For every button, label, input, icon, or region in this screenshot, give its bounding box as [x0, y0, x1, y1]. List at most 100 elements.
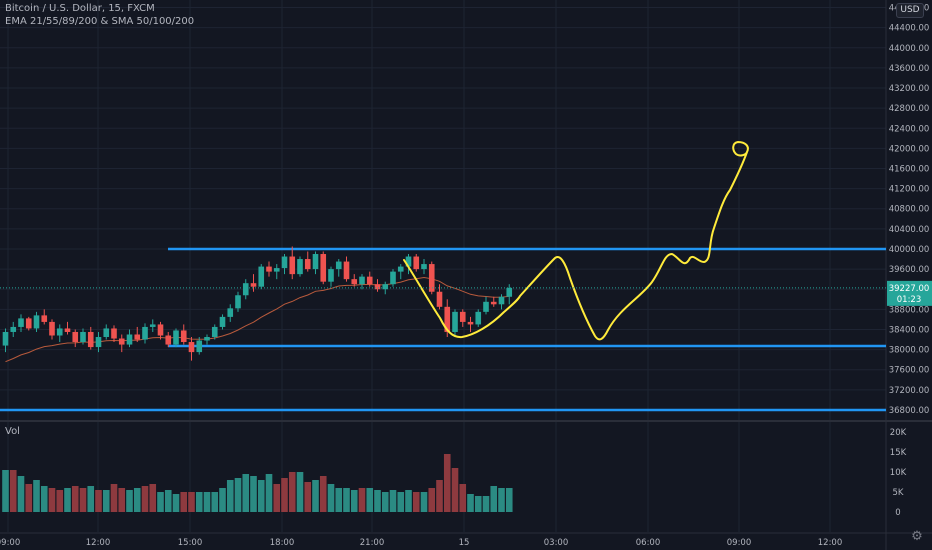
candle-body: [250, 283, 257, 287]
price-tick-label: 38400.00: [889, 325, 930, 335]
volume-bar: [219, 488, 226, 512]
candle-body: [374, 284, 381, 290]
time-tick-label: 09:00: [0, 538, 20, 548]
candle-body: [335, 261, 342, 270]
volume-bar: [149, 484, 157, 512]
candle-body: [80, 331, 86, 343]
time-tick-label: 09:00: [727, 538, 752, 548]
time-tick-label: 21:00: [360, 538, 385, 548]
volume-bar: [164, 490, 172, 512]
volume-bar: [319, 476, 327, 512]
volume-bar: [48, 488, 56, 512]
candle-body: [452, 311, 458, 332]
candle-body: [103, 328, 110, 338]
candle-body: [64, 328, 71, 332]
candle-body: [297, 259, 303, 275]
price-tick-label: 36800.00: [889, 406, 930, 416]
time-tick-label: 18:00: [270, 538, 295, 548]
candle-body: [25, 318, 32, 329]
price-tick-label: 43200.00: [889, 84, 930, 94]
time-tick-label: 15: [459, 538, 470, 548]
volume-bar: [203, 492, 211, 512]
candle-body: [2, 331, 9, 346]
candle-body: [428, 264, 435, 292]
volume-bar: [118, 488, 126, 512]
time-axis[interactable]: 09:00 12:00 15:00 18:00 21:00 15 03:00 06:00 09:…: [0, 538, 842, 548]
currency-button[interactable]: USD: [896, 3, 924, 18]
volume-bar: [405, 490, 412, 512]
price-tick-label: 38800.00: [889, 305, 930, 315]
price-tick-label: 44400.00: [889, 24, 930, 34]
candle-body: [157, 324, 164, 336]
candle-body: [475, 311, 482, 325]
candle-body: [41, 315, 48, 322]
volume-bar: [242, 474, 250, 512]
volume-bar: [188, 492, 195, 512]
volume-bar: [195, 492, 203, 512]
volume-bar: [9, 470, 17, 512]
candle-body: [111, 328, 117, 339]
volume-bar: [87, 486, 95, 512]
volume-bar: [436, 480, 443, 512]
volume-bar: [428, 488, 436, 512]
volume-bar: [412, 492, 420, 512]
volume-bar: [420, 492, 428, 512]
candle-body: [436, 291, 443, 307]
candle-body: [498, 296, 505, 305]
candle-body: [204, 337, 210, 341]
volume-bar: [64, 488, 71, 512]
volume-bar: [459, 484, 467, 512]
price-tick-label: 37200.00: [889, 386, 930, 396]
gear-icon[interactable]: ⚙: [911, 529, 923, 544]
price-tick-label: 37600.00: [889, 366, 930, 376]
horizontal-levels[interactable]: [0, 247, 886, 412]
volume-bar: [273, 484, 281, 512]
volume-bar: [2, 470, 9, 512]
volume-label[interactable]: Vol: [5, 426, 20, 437]
volume-bar: [102, 490, 110, 512]
volume-bar: [234, 478, 242, 512]
candle-body: [165, 335, 172, 345]
candle-body: [219, 316, 226, 327]
freehand-drawing[interactable]: [403, 141, 749, 341]
time-tick-label: 03:00: [544, 538, 569, 548]
volume-bar: [126, 490, 133, 512]
price-axis[interactable]: 36800.00 37200.00 37600.00 38000.00 38400.00…: [889, 4, 930, 416]
volume-bar: [467, 494, 474, 512]
candle-body: [227, 308, 234, 317]
volume-bar: [95, 490, 102, 512]
candle-body: [405, 256, 412, 267]
volume-bar: [180, 492, 188, 512]
candle-body: [390, 271, 396, 285]
volume-bar: [172, 494, 180, 512]
volume-bar: [312, 480, 319, 512]
candle-body: [467, 321, 474, 325]
volume-bar: [25, 484, 33, 512]
candle-body: [328, 269, 334, 282]
volume-bar: [226, 480, 234, 512]
candle-body: [72, 331, 79, 343]
candle-body: [56, 328, 63, 336]
indicators-legend[interactable]: EMA 21/55/89/200 & SMA 50/100/200: [5, 16, 195, 27]
volume-bar: [505, 488, 513, 512]
last-price-tag: 39227.00 01:23: [887, 280, 932, 306]
candle-body: [382, 284, 389, 290]
volume-bar: [350, 490, 358, 512]
candle-body: [266, 266, 272, 272]
candle-body: [359, 276, 365, 285]
candle-body: [126, 334, 133, 345]
candle-body: [413, 256, 420, 270]
candle-body: [196, 340, 203, 353]
volume-axis[interactable]: 0 5K 10K 15K 20K: [890, 428, 907, 518]
candle-body: [490, 301, 497, 305]
candle-body: [49, 321, 55, 336]
candle-body: [304, 259, 311, 270]
volume-bar: [474, 496, 482, 512]
volume-bar: [56, 490, 64, 512]
candle-body: [273, 268, 280, 272]
volume-bar: [257, 480, 265, 512]
volume-bar: [133, 488, 141, 512]
candle-body: [33, 315, 40, 329]
